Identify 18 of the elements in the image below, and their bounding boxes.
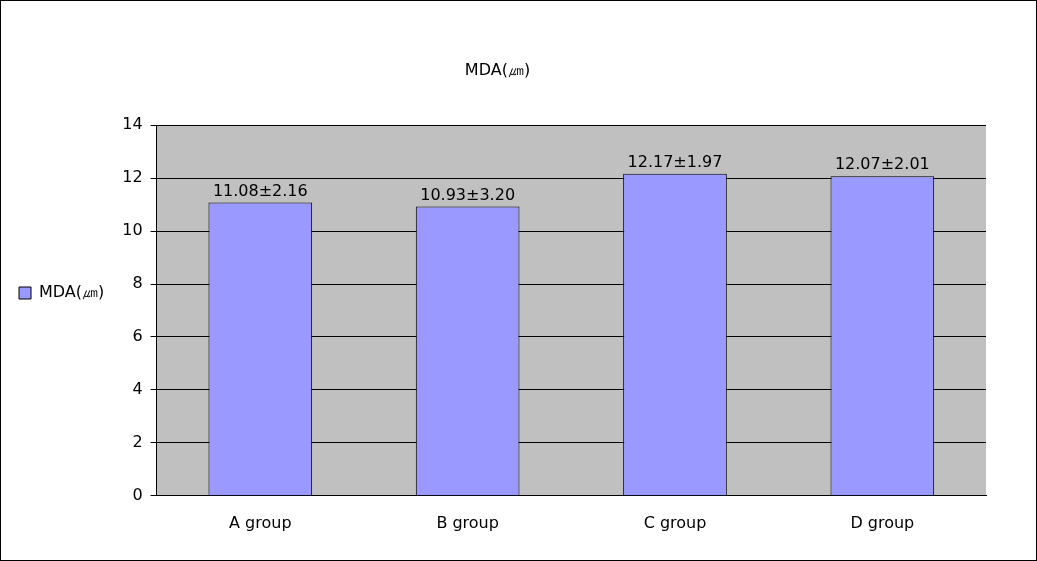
data-label: 11.08±2.16 xyxy=(212,180,308,200)
data-label: 10.93±3.20 xyxy=(420,184,516,204)
y-tick-label: 8 xyxy=(132,273,143,293)
y-tick-label: 10 xyxy=(122,220,143,240)
y-tick-label: 4 xyxy=(132,379,143,399)
y-tick-label: 12 xyxy=(122,167,143,187)
data-label: 12.17±1.97 xyxy=(627,151,723,171)
y-tick-label: 14 xyxy=(122,114,143,134)
x-tick-label: A group xyxy=(229,512,292,532)
chart-title: MDA(㎛) xyxy=(464,59,531,79)
data-label: 12.07±2.01 xyxy=(834,154,930,174)
x-tick-label: D group xyxy=(850,512,915,532)
y-tick-label: 0 xyxy=(132,484,143,504)
x-tick-label: B group xyxy=(436,512,499,532)
y-tick-label: 6 xyxy=(132,326,143,346)
y-tick-label: 2 xyxy=(132,432,143,452)
x-tick-label: C group xyxy=(643,512,707,532)
legend-label: MDA(㎛) xyxy=(39,282,105,302)
